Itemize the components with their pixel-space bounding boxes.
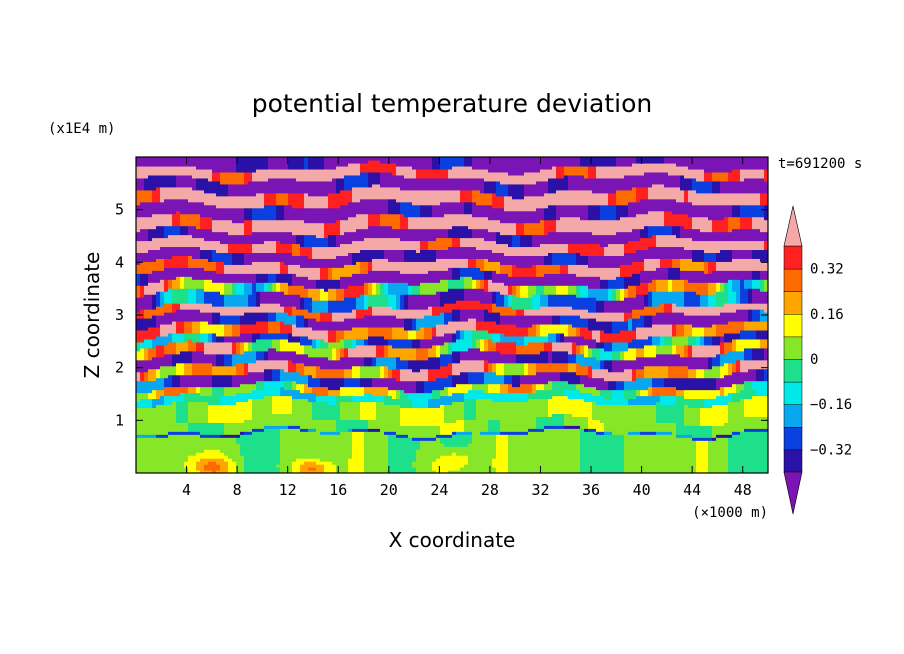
time-label: t=691200 s	[778, 156, 862, 172]
y-unit-label: (x1E4 m)	[48, 121, 115, 137]
chart-title: potential temperature deviation	[252, 89, 652, 118]
contour-field	[136, 157, 769, 474]
